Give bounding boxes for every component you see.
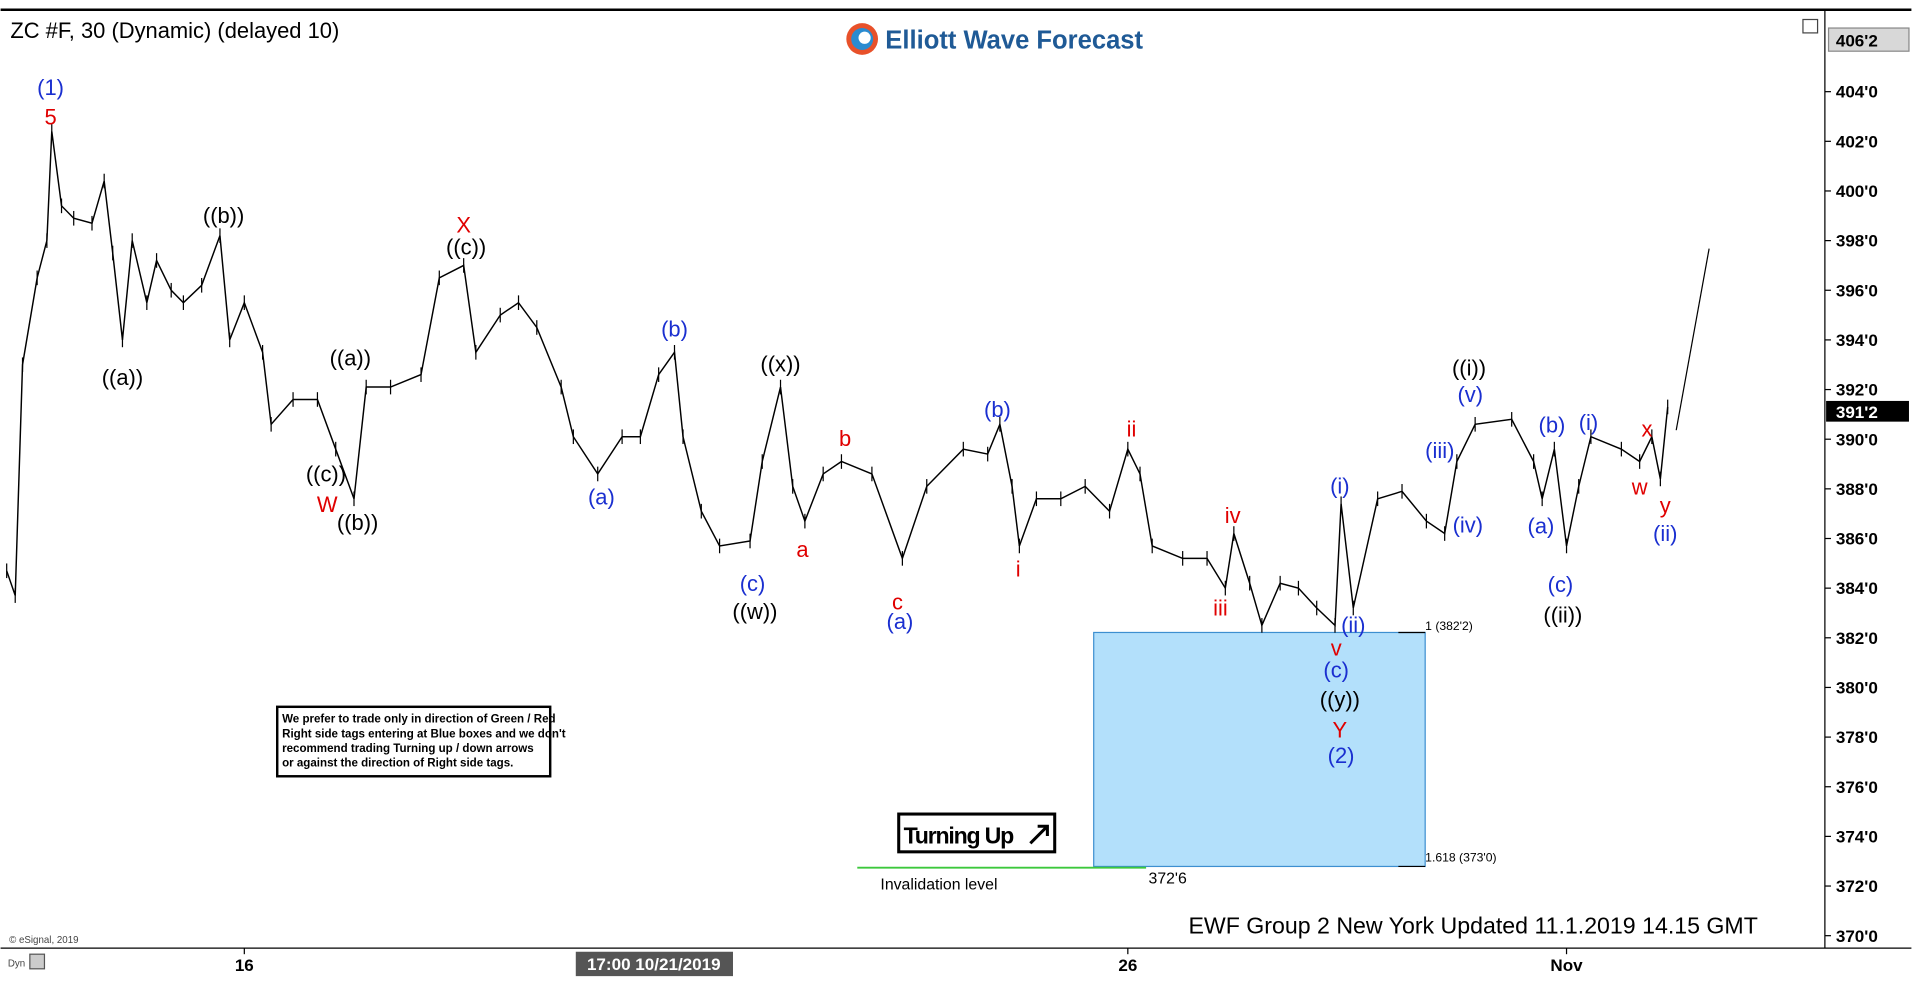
wave-label: b — [839, 426, 851, 451]
wave-label: (b) — [984, 397, 1011, 422]
wave-label: ((i)) — [1452, 355, 1486, 380]
wave-label: (a) — [588, 485, 615, 510]
logo-mark-center — [858, 31, 871, 44]
wave-label: (iii) — [1425, 438, 1454, 463]
box-bottom-label: 1.618 (373'0) — [1425, 851, 1496, 865]
chart-title: ZC #F, 30 (Dynamic) (delayed 10) — [10, 18, 339, 43]
y-tick-label: 380'0 — [1836, 679, 1878, 698]
y-tick-label: 400'0 — [1836, 182, 1878, 201]
wave-label: v — [1331, 636, 1342, 661]
copyright: © eSignal, 2019 — [9, 935, 78, 946]
note-line: recommend trading Turning up / down arro… — [282, 743, 534, 755]
wave-label: (b) — [661, 316, 688, 341]
wave-label: (c) — [740, 571, 766, 596]
top-price-label: 406'2 — [1836, 31, 1878, 50]
price-line — [5, 131, 1669, 628]
wave-label: ((w)) — [732, 599, 777, 624]
y-tick-label: 398'0 — [1836, 232, 1878, 251]
last-price-label: 391'2 — [1836, 403, 1878, 422]
y-tick-label: 384'0 — [1836, 579, 1878, 598]
invalidation-label: Invalidation level — [880, 877, 997, 894]
y-tick-label: 382'0 — [1836, 629, 1878, 648]
wave-label: ((x)) — [760, 352, 800, 377]
note-box — [276, 705, 552, 778]
wave-label: Y — [1333, 717, 1348, 742]
note-line: or against the direction of Right side t… — [282, 758, 513, 770]
wave-label: y — [1660, 493, 1671, 518]
wave-label: ((b)) — [337, 510, 378, 535]
corner-label: Dyn — [8, 958, 25, 969]
turning-box — [897, 812, 1057, 854]
box-top-label: 1 (382'2) — [1425, 619, 1473, 633]
logo: Elliott Wave Forecast — [846, 23, 1144, 55]
crosshair-box — [575, 951, 733, 977]
wave-label: (a) — [1528, 514, 1555, 539]
y-tick-label: 390'0 — [1836, 430, 1878, 449]
y-tick-label: 394'0 — [1836, 331, 1878, 350]
y-tick-label: 378'0 — [1836, 728, 1878, 747]
top-price-box — [1827, 27, 1910, 52]
wave-label: ((y)) — [1320, 687, 1360, 712]
y-tick-label: 386'0 — [1836, 530, 1878, 549]
turning-label: Turning Up — [904, 822, 1015, 848]
wave-label: (i) — [1330, 474, 1349, 499]
wave-label: ((c)) — [446, 235, 486, 260]
note-line: Right side tags entering at Blue boxes a… — [282, 728, 566, 740]
wave-label: ((a)) — [330, 346, 371, 371]
last-price-box — [1826, 400, 1909, 422]
y-tick-label: 374'0 — [1836, 827, 1878, 846]
wave-label: ((ii)) — [1543, 603, 1582, 628]
corner-icon — [29, 953, 46, 970]
y-tick-label: 392'0 — [1836, 381, 1878, 400]
wave-label: (iv) — [1453, 513, 1483, 538]
wave-label: c — [892, 589, 903, 614]
y-tick-label: 370'0 — [1836, 927, 1878, 946]
window-icon[interactable] — [1802, 18, 1819, 34]
wave-label: (v) — [1457, 382, 1483, 407]
projection-line — [1675, 248, 1710, 431]
wave-label: w — [1631, 475, 1648, 500]
note: We prefer to trade only in direction of … — [282, 714, 566, 770]
wave-label: a — [796, 537, 809, 562]
wave-label: ((c)) — [306, 461, 346, 486]
wave-label: X — [456, 213, 471, 238]
x-tick-label: Nov — [1550, 956, 1583, 975]
wave-label: (ii) — [1653, 521, 1677, 546]
crosshair-label: 17:00 10/21/2019 — [587, 955, 721, 974]
y-tick-label: 372'0 — [1836, 877, 1878, 896]
wave-label: (c) — [1548, 572, 1574, 597]
wave-label: ((b)) — [203, 203, 244, 228]
target-box — [1093, 631, 1426, 868]
note-line: We prefer to trade only in direction of … — [282, 714, 555, 726]
wave-label: iii — [1213, 595, 1228, 620]
wave-label: ((a)) — [102, 365, 143, 390]
x-tick-label: 16 — [235, 956, 254, 975]
wave-label: (a) — [887, 609, 914, 634]
wave-label: (c) — [1323, 658, 1349, 683]
wave-label: iv — [1225, 503, 1241, 528]
wave-label: i — [1016, 556, 1021, 581]
wave-label: (i) — [1579, 410, 1598, 435]
wave-label: W — [317, 492, 338, 517]
wave-label: (2) — [1328, 743, 1355, 768]
footer: EWF Group 2 New York Updated 11.1.2019 1… — [1188, 912, 1757, 938]
wave-label: x — [1641, 416, 1652, 441]
y-tick-label: 376'0 — [1836, 778, 1878, 797]
x-tick-label: 26 — [1118, 956, 1137, 975]
brand: Elliott Wave Forecast — [885, 27, 1143, 55]
wave-label: (b) — [1539, 413, 1566, 438]
wave-label: ii — [1127, 416, 1137, 441]
y-tick-label: 396'0 — [1836, 281, 1878, 300]
turning-arrow — [1029, 824, 1049, 845]
y-tick-label: 388'0 — [1836, 480, 1878, 499]
wave-label: 5 — [44, 104, 56, 129]
y-tick-label: 404'0 — [1836, 83, 1878, 102]
y-tick-label: 402'0 — [1836, 132, 1878, 151]
wave-label: (1) — [37, 75, 64, 100]
wave-label: (ii) — [1341, 612, 1365, 637]
invalidation-value: 372'6 — [1149, 871, 1187, 888]
